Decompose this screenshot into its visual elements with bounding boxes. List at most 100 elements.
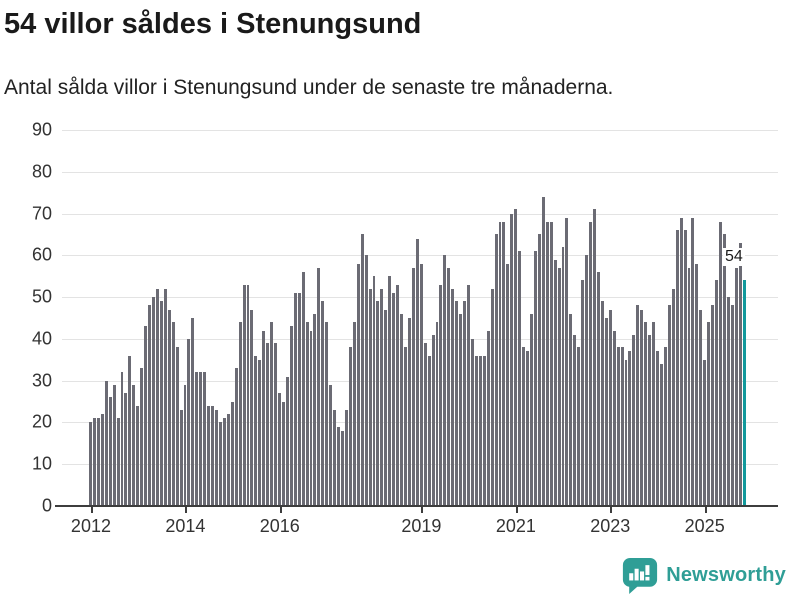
bar — [108, 397, 112, 506]
bar — [404, 347, 407, 506]
bar — [722, 234, 726, 506]
bar — [278, 393, 281, 506]
bar — [675, 230, 679, 506]
bar — [719, 221, 722, 506]
bar — [577, 347, 581, 506]
bar — [541, 196, 545, 506]
bar — [565, 217, 569, 506]
bar — [478, 355, 482, 506]
bar — [671, 288, 675, 506]
bar — [561, 246, 565, 506]
bar — [333, 409, 337, 506]
bar — [530, 313, 533, 506]
newsworthy-logo: Newsworthy — [622, 557, 786, 594]
x-tick — [610, 507, 613, 513]
bar — [593, 209, 596, 506]
bar — [620, 347, 624, 506]
bar — [352, 322, 356, 506]
plot-area — [62, 130, 778, 506]
x-axis-line — [55, 505, 778, 507]
bar — [711, 305, 715, 506]
bar — [360, 234, 364, 506]
bar — [616, 347, 620, 506]
y-tick-label: 50 — [31, 286, 52, 307]
bar — [415, 238, 419, 506]
bar — [325, 322, 329, 506]
x-tick — [421, 507, 424, 513]
x-tick-label: 2019 — [401, 516, 442, 536]
highlighted-bar — [742, 280, 746, 506]
gridline — [62, 213, 778, 215]
bar — [470, 338, 474, 506]
bar — [482, 355, 486, 506]
y-tick-label: 80 — [31, 161, 52, 182]
bar — [703, 359, 707, 506]
x-tick-label: 2023 — [590, 516, 631, 536]
bar — [738, 242, 742, 506]
x-tick — [515, 507, 518, 513]
bar — [494, 234, 498, 506]
bar — [144, 326, 148, 506]
x-tick-label: 2014 — [165, 516, 206, 536]
bar — [549, 221, 553, 506]
newsworthy-logo-text: Newsworthy — [666, 564, 786, 586]
bar — [266, 343, 270, 506]
bar — [163, 288, 167, 506]
bar — [435, 322, 439, 506]
bar — [116, 418, 120, 506]
bar — [356, 263, 360, 506]
bar — [281, 401, 285, 506]
bar — [502, 221, 506, 506]
bar — [455, 301, 459, 506]
bar — [215, 409, 218, 506]
bar — [195, 372, 199, 506]
bar — [628, 351, 632, 506]
bar — [632, 334, 636, 506]
bar — [514, 209, 518, 506]
bar — [175, 347, 179, 506]
bar — [715, 280, 718, 506]
bar — [183, 384, 187, 506]
bar — [557, 267, 561, 506]
bar — [506, 263, 510, 506]
bar — [388, 276, 392, 506]
y-tick-label: 40 — [31, 328, 52, 349]
bar — [104, 380, 108, 506]
y-tick-label: 20 — [31, 411, 52, 432]
bar — [687, 267, 691, 506]
bar — [376, 301, 380, 506]
bar — [663, 347, 667, 506]
bar — [726, 297, 730, 506]
bar — [734, 267, 738, 506]
bar — [648, 334, 652, 506]
bar — [612, 330, 616, 506]
bar — [321, 301, 325, 506]
bar — [329, 384, 333, 506]
bar — [526, 351, 529, 506]
bar — [400, 313, 403, 506]
bar — [171, 322, 175, 506]
bar — [600, 301, 604, 506]
bar — [581, 280, 585, 506]
bar — [518, 251, 522, 506]
bar — [199, 372, 203, 506]
y-tick-label: 30 — [31, 370, 52, 391]
bar — [585, 255, 589, 506]
bar — [411, 267, 415, 506]
bar — [624, 359, 628, 506]
bar — [155, 288, 159, 506]
bar — [89, 422, 92, 506]
bar — [407, 318, 411, 506]
bar — [510, 213, 514, 506]
y-tick-label: 10 — [31, 453, 52, 474]
bar — [187, 338, 191, 506]
bar — [419, 263, 423, 506]
bar — [522, 347, 526, 506]
bar — [136, 405, 140, 506]
chart-subtitle: Antal sålda villor i Stenungsund under d… — [4, 76, 614, 99]
bar — [545, 221, 549, 506]
bar — [447, 267, 451, 506]
bar — [254, 355, 258, 506]
bar — [218, 422, 222, 506]
